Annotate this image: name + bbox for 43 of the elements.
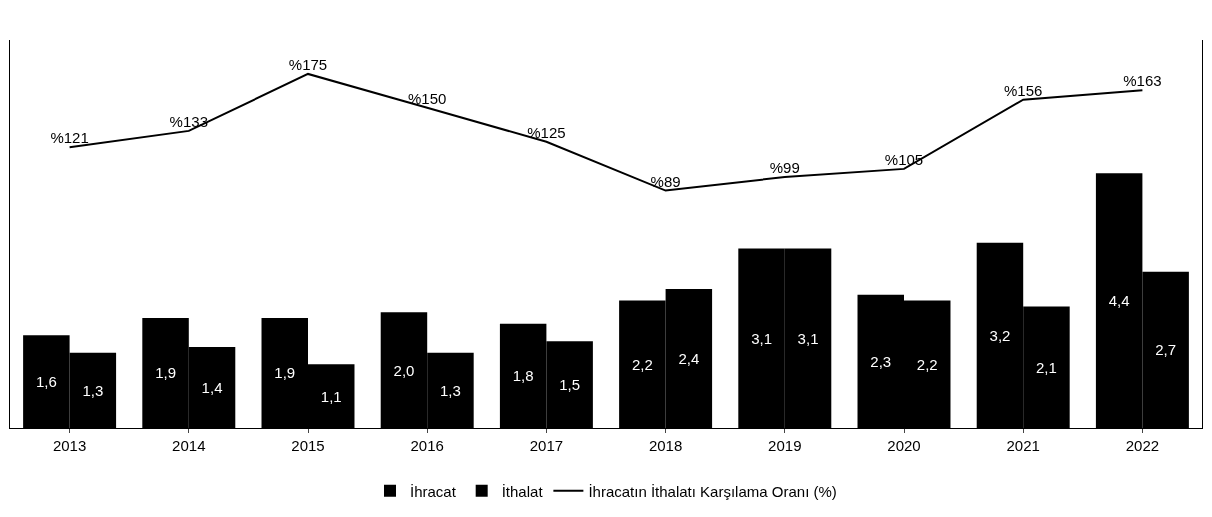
data-label: 1,9	[155, 364, 176, 382]
x-tick-label: 2018	[648, 437, 683, 454]
data-label: 1,4	[201, 378, 223, 396]
data-label: 3,1	[751, 329, 772, 347]
data-label: %175	[288, 56, 328, 74]
data-label: %99	[769, 159, 800, 177]
x-tick-label: 2017	[529, 437, 564, 454]
data-label: 2,1	[1036, 358, 1057, 376]
data-label: 2,4	[678, 350, 700, 368]
x-tick-label: 2020	[887, 437, 921, 454]
data-label: 3,2	[989, 326, 1011, 344]
data-label: %163	[1123, 72, 1162, 90]
data-label: 1,3	[440, 381, 461, 399]
x-tick-label: 2016	[410, 437, 444, 454]
data-label: 1,1	[320, 387, 342, 405]
data-label: %150	[408, 90, 447, 108]
data-label: %121	[50, 129, 89, 147]
data-label: 1,3	[82, 381, 104, 399]
data-label: 4,4	[1108, 292, 1130, 310]
data-label: 2,0	[393, 361, 415, 379]
x-tick-label: 2013	[52, 437, 87, 454]
data-label: %89	[650, 172, 681, 190]
x-tick-label: 2015	[291, 437, 325, 454]
data-label: 1,8	[512, 367, 534, 385]
x-tick-label: 2019	[768, 437, 802, 454]
data-label: 3,1	[797, 329, 819, 347]
data-label: 1,9	[274, 364, 296, 382]
legend-label: İhracatın İthalatı Karşılama Oranı (%)	[588, 482, 837, 500]
data-label: 2,7	[1155, 341, 1177, 359]
data-label: 2,2	[631, 355, 653, 373]
x-tick-label: 2022	[1125, 437, 1160, 454]
data-label: 1,5	[559, 376, 581, 394]
data-label: 2,3	[870, 352, 892, 370]
data-label: %105	[884, 151, 924, 169]
data-label: %125	[527, 124, 566, 141]
data-label: %133	[169, 113, 208, 131]
data-label: 1,6	[35, 373, 57, 391]
legend-label: İthalat	[501, 482, 544, 500]
x-tick-label: 2021	[1006, 437, 1040, 454]
data-label: 2,2	[916, 355, 938, 373]
x-tick-label: 2014	[172, 437, 206, 454]
data-label: %156	[1004, 81, 1043, 99]
legend-label: İhracat	[410, 482, 457, 500]
